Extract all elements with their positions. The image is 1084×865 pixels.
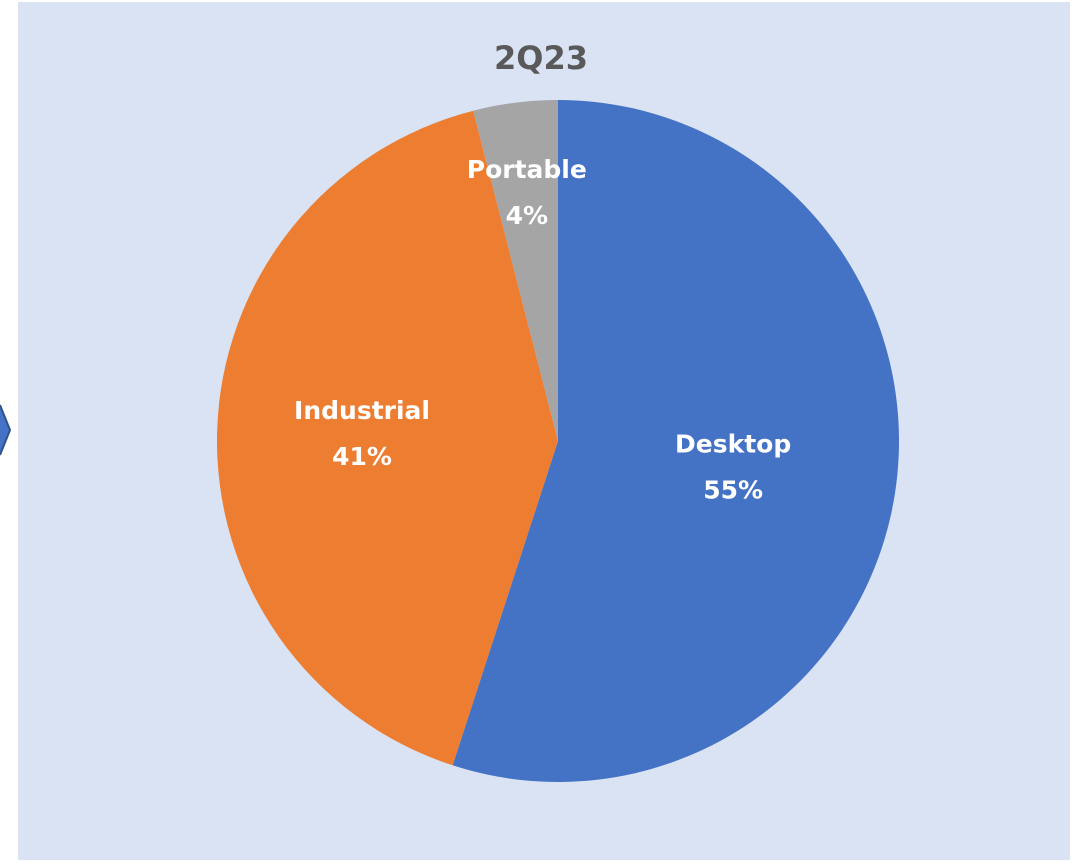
slice-value-label: 41%: [332, 442, 392, 471]
slice-category-label: Industrial: [294, 396, 430, 425]
pie-slice: [452, 100, 900, 782]
slice-value-label: 4%: [506, 201, 548, 230]
arrow-shape: [0, 404, 12, 456]
slice-category-label: Portable: [467, 155, 587, 184]
slice-category-label: Desktop: [675, 430, 791, 459]
chart-title: 2Q23: [494, 39, 588, 77]
pie-slice: [217, 110, 558, 766]
slice-value-label: 55%: [703, 476, 763, 505]
pie-slice: [473, 100, 558, 441]
